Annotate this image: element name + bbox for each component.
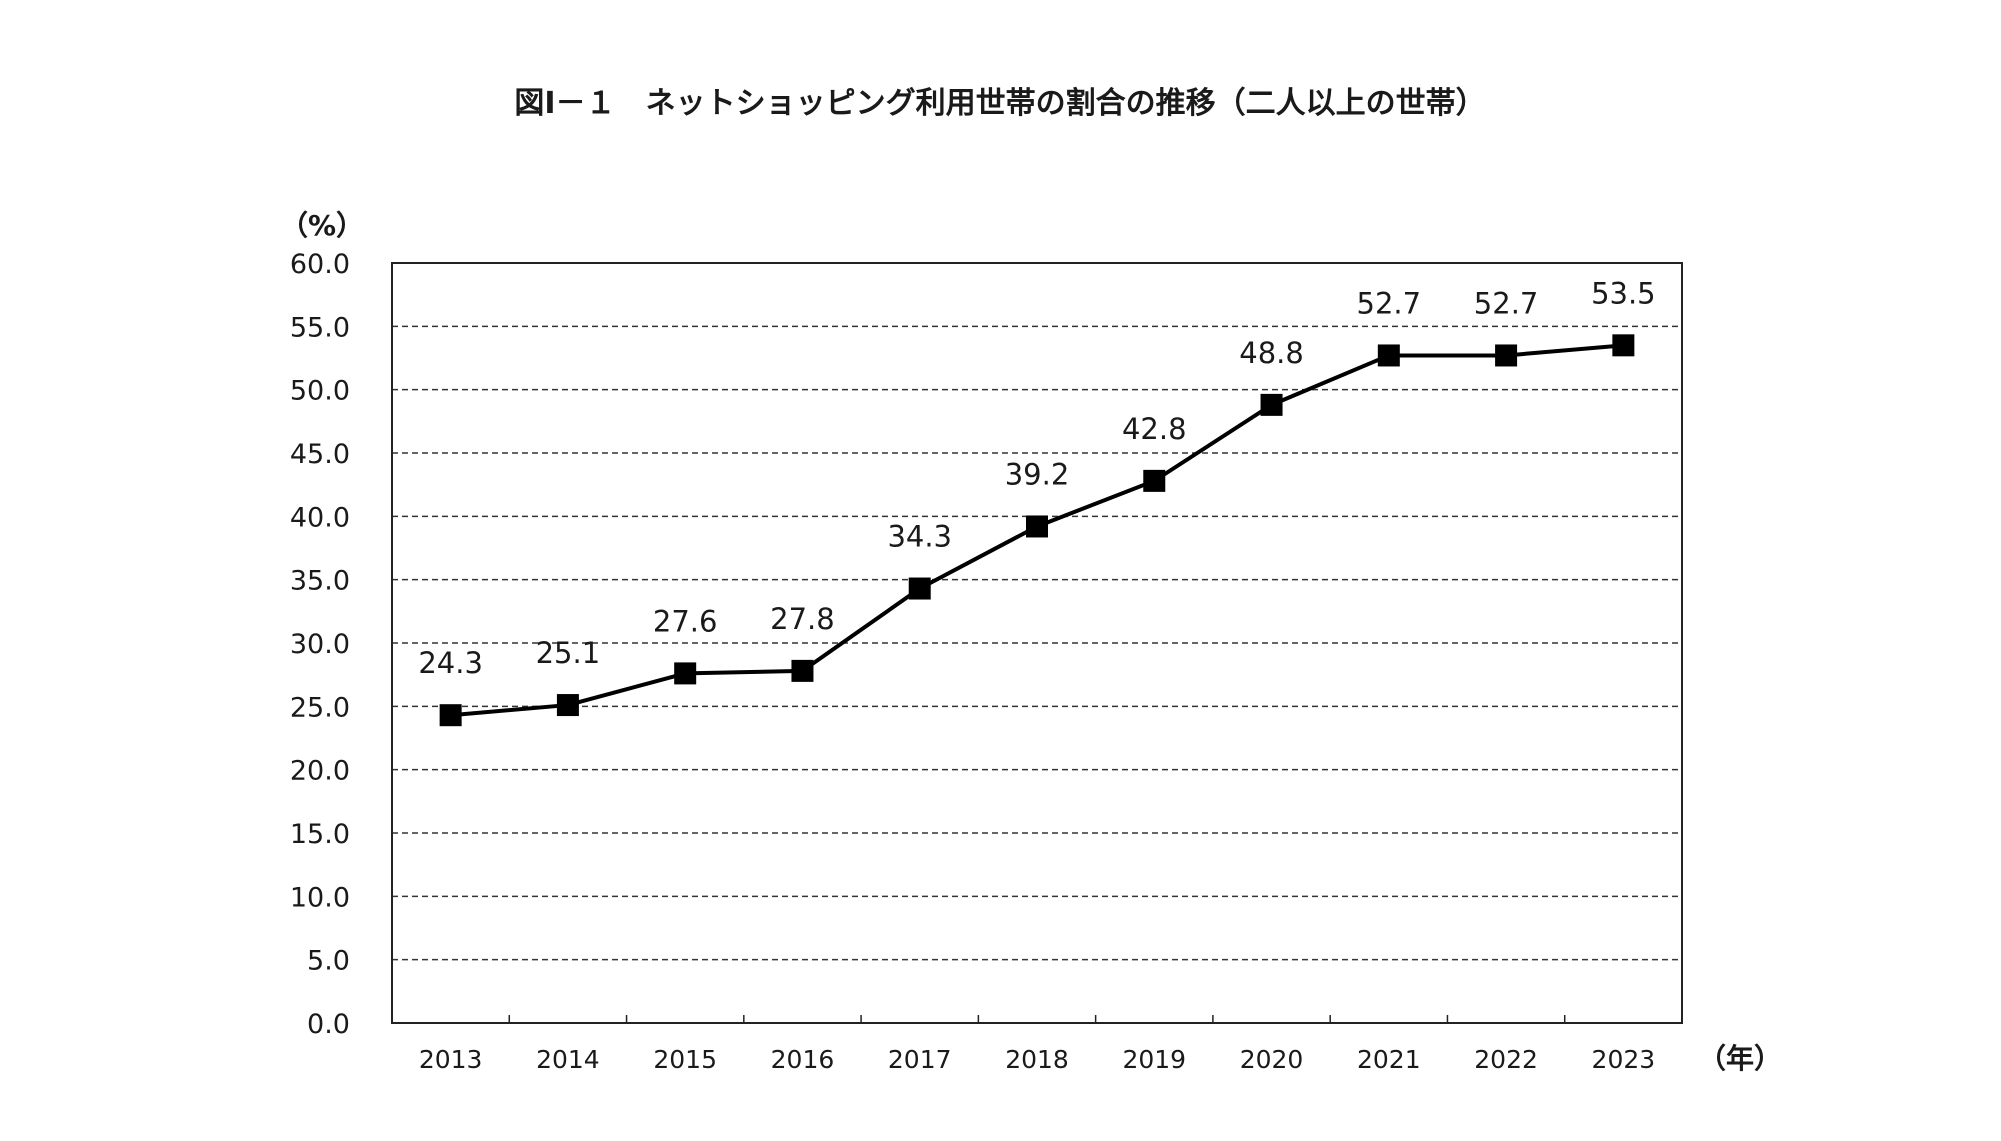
- y-tick-label: 40.0: [290, 502, 350, 533]
- y-tick-label: 55.0: [290, 312, 350, 343]
- x-tick-label: 2013: [419, 1045, 483, 1074]
- x-tick-label: 2018: [1005, 1045, 1069, 1074]
- data-point-marker: [439, 704, 462, 727]
- data-label: 27.8: [770, 602, 835, 636]
- data-point-marker: [1612, 334, 1635, 357]
- y-axis-tick-labels: 0.0 5.0 10.0 15.0 20.0 25.0 30.0 35.0 40.0 45.0 50…: [290, 249, 350, 1040]
- y-axis-unit-label: （%）: [280, 209, 364, 242]
- x-tick-label: 2020: [1240, 1045, 1304, 1074]
- y-tick-label: 10.0: [290, 882, 350, 913]
- y-tick-label: 45.0: [290, 439, 350, 470]
- x-axis-unit-label: （年）: [1698, 1042, 1782, 1075]
- plot-area-frame: [391, 262, 1683, 1024]
- y-tick-label: 60.0: [290, 249, 350, 280]
- x-tick-label: 2021: [1357, 1045, 1421, 1074]
- y-tick-label: 5.0: [307, 946, 350, 977]
- data-label: 39.2: [1005, 457, 1070, 491]
- data-point-marker: [1260, 393, 1283, 416]
- data-point-marker: [791, 659, 814, 682]
- data-point-marker: [1026, 515, 1048, 538]
- y-tick-label: 25.0: [290, 692, 350, 723]
- data-point-marker: [1143, 469, 1166, 492]
- data-point-marker: [556, 694, 579, 717]
- data-point-marker: [1495, 344, 1518, 367]
- y-tick-label: 30.0: [290, 629, 350, 660]
- x-tick-label: 2014: [536, 1045, 600, 1074]
- data-label: 48.8: [1239, 336, 1304, 370]
- x-tick-label: 2017: [888, 1045, 952, 1074]
- data-point-marker: [674, 662, 697, 685]
- data-label: 34.3: [887, 520, 952, 554]
- data-label: 27.6: [653, 604, 718, 638]
- y-tick-label: 35.0: [290, 566, 350, 597]
- x-tick-label: 2015: [653, 1045, 717, 1074]
- chart-title: 図Ⅰ－１ ネットショッピング利用世帯の割合の推移（二人以上の世帯）: [514, 86, 1485, 121]
- data-label: 42.8: [1122, 412, 1187, 446]
- data-label: 25.1: [536, 636, 601, 670]
- data-label: 24.3: [418, 646, 483, 680]
- x-tick-label: 2016: [771, 1045, 835, 1074]
- x-axis-tick-labels: 2013 2014 2015 2016 2017 2018 2019 2020 2021 2022…: [419, 1015, 1655, 1074]
- data-labels: 24.3 25.1 27.6 27.8 34.3 39.2 42.8 48.8 52.7 52.7…: [418, 276, 1655, 680]
- data-point-marker: [908, 577, 931, 600]
- data-label: 53.5: [1591, 276, 1656, 310]
- y-tick-label: 50.0: [290, 376, 350, 407]
- y-tick-label: 0.0: [307, 1009, 350, 1040]
- data-point-marker: [1377, 344, 1400, 367]
- x-tick-label: 2019: [1122, 1045, 1186, 1074]
- data-label: 52.7: [1357, 286, 1422, 320]
- data-label: 52.7: [1474, 286, 1539, 320]
- gridlines: [392, 325, 1682, 961]
- y-tick-label: 15.0: [290, 819, 350, 850]
- x-tick-label: 2022: [1474, 1045, 1538, 1074]
- series-layer: [439, 334, 1635, 727]
- y-tick-label: 20.0: [290, 756, 350, 787]
- x-tick-label: 2023: [1592, 1045, 1656, 1074]
